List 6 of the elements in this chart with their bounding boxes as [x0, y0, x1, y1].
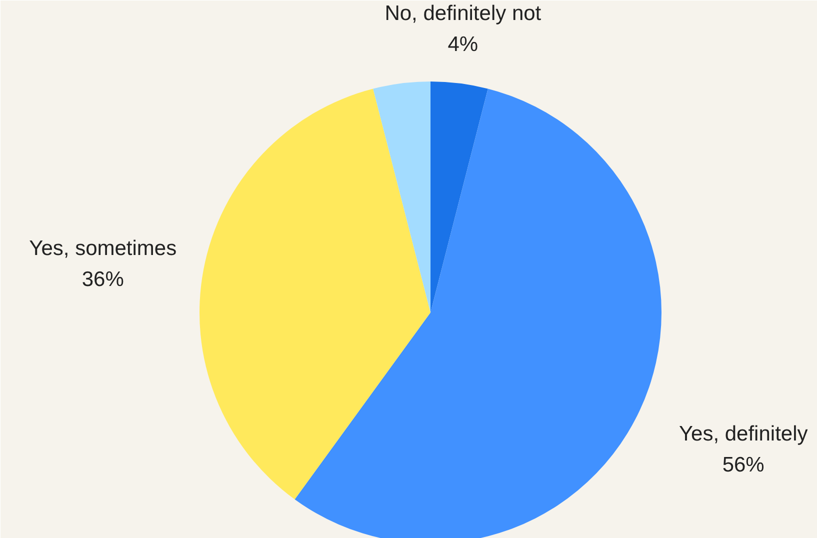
data-label: 56%: [722, 454, 764, 477]
data-label: 36%: [82, 268, 124, 292]
slice-label: No, definitely not: [384, 2, 542, 25]
slice-label: Yes, definitely: [678, 422, 808, 446]
data-label: 4%: [448, 32, 478, 56]
slice-label: Yes, sometimes: [29, 236, 177, 260]
